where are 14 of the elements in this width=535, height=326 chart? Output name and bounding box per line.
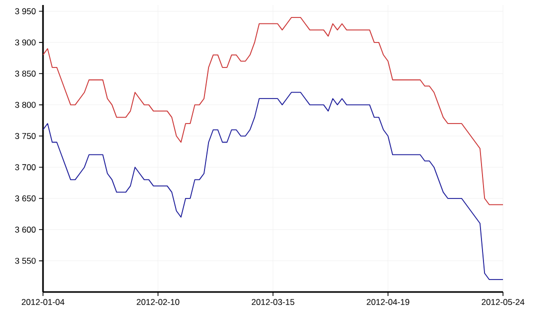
x-tick-label: 2012-02-10 [136,299,180,306]
y-tick-label: 3 600 [15,226,36,233]
y-tick-label: 3 950 [15,8,36,14]
y-tick-label: 3 750 [15,133,36,140]
y-tick-label: 3 650 [15,195,36,202]
y-tick-label: 3 900 [15,39,36,46]
y-tick-label: 3 550 [15,258,36,264]
x-tick-label: 2012-01-04 [22,299,64,306]
y-tick-label: 3 850 [15,70,36,77]
y-tick-label: 3 800 [15,102,36,108]
x-tick-label: 2012-05-24 [482,299,524,306]
x-tick-label: 2012-04-19 [366,299,410,306]
x-tick-label: 2012-03-15 [252,299,294,306]
y-tick-label: 3 700 [15,164,36,170]
